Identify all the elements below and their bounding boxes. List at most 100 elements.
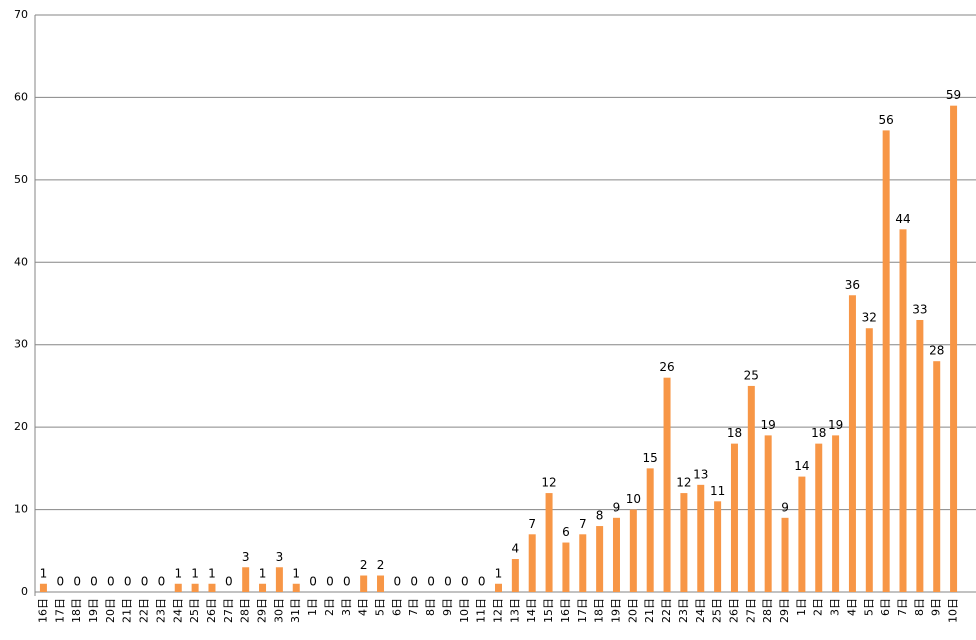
x-tick-label: 10日 xyxy=(947,598,960,623)
x-tick-label: 13日 xyxy=(508,598,521,623)
x-tick-label: 18日 xyxy=(70,598,83,623)
value-label: 0 xyxy=(394,575,402,589)
value-label: 32 xyxy=(862,311,877,325)
value-label: 2 xyxy=(360,558,368,572)
x-tick-label: 28日 xyxy=(761,598,774,623)
bar xyxy=(174,583,182,592)
x-tick-label: 28日 xyxy=(239,598,252,623)
x-tick-label: 29日 xyxy=(256,598,269,623)
value-label: 0 xyxy=(326,575,334,589)
value-label: 1 xyxy=(40,566,48,580)
value-label: 12 xyxy=(541,476,556,490)
bar xyxy=(916,319,924,592)
bar xyxy=(781,517,789,592)
value-label: 56 xyxy=(879,113,894,127)
value-label: 0 xyxy=(225,575,233,589)
x-tick-label: 9日 xyxy=(930,598,943,616)
value-label: 15 xyxy=(643,451,658,465)
x-tick-label: 7日 xyxy=(896,598,909,616)
bar xyxy=(562,542,570,592)
y-tick-label: 0 xyxy=(21,585,28,598)
value-label: 0 xyxy=(124,575,132,589)
value-label: 19 xyxy=(761,418,776,432)
x-tick-label: 27日 xyxy=(222,598,235,623)
bar xyxy=(275,567,283,592)
y-tick-label: 50 xyxy=(14,173,28,186)
value-label: 28 xyxy=(929,344,944,358)
x-tick-label: 5日 xyxy=(862,598,875,616)
value-label: 0 xyxy=(478,575,486,589)
value-label: 18 xyxy=(811,426,826,440)
x-tick-label: 21日 xyxy=(121,598,134,623)
bar xyxy=(360,575,368,592)
bar xyxy=(629,509,637,592)
bar xyxy=(596,526,604,592)
x-tick-label: 21日 xyxy=(643,598,656,623)
x-tick-label: 17日 xyxy=(53,598,66,623)
value-label: 18 xyxy=(727,426,742,440)
bar xyxy=(663,377,671,592)
bar xyxy=(39,583,47,592)
x-tick-label: 23日 xyxy=(154,598,167,623)
value-label: 11 xyxy=(710,484,725,498)
value-label: 1 xyxy=(495,566,503,580)
value-label: 6 xyxy=(562,525,570,539)
value-label: 13 xyxy=(693,467,708,481)
x-tick-label: 20日 xyxy=(626,598,639,623)
bar xyxy=(191,583,199,592)
x-tick-label: 6日 xyxy=(879,598,892,616)
y-tick-label: 30 xyxy=(14,338,28,351)
bar xyxy=(815,443,823,592)
x-tick-label: 10日 xyxy=(458,598,471,623)
x-tick-label: 8日 xyxy=(424,598,437,616)
bar xyxy=(730,443,738,592)
value-label: 1 xyxy=(174,566,182,580)
value-label: 4 xyxy=(512,542,520,556)
y-tick-label: 60 xyxy=(14,90,28,103)
bar xyxy=(950,105,958,593)
x-tick-label: 2日 xyxy=(812,598,825,616)
x-tick-label: 19日 xyxy=(609,598,622,623)
x-tick-label: 3日 xyxy=(340,598,353,616)
x-tick-label: 27日 xyxy=(744,598,757,623)
x-tick-label: 29日 xyxy=(778,598,791,623)
bar xyxy=(292,583,300,592)
value-label: 9 xyxy=(613,500,621,514)
x-tick-label: 19日 xyxy=(87,598,100,623)
value-label: 0 xyxy=(56,575,64,589)
value-label: 25 xyxy=(744,368,759,382)
bar xyxy=(511,559,519,592)
y-tick-label: 10 xyxy=(14,503,28,516)
value-label: 0 xyxy=(107,575,115,589)
bar xyxy=(865,328,873,592)
x-tick-label: 8日 xyxy=(913,598,926,616)
value-label: 0 xyxy=(90,575,98,589)
x-tick-label: 24日 xyxy=(171,598,184,623)
value-label: 59 xyxy=(946,88,961,102)
value-label: 0 xyxy=(444,575,452,589)
bar xyxy=(495,583,502,592)
x-tick-label: 5日 xyxy=(374,598,387,616)
value-label: 33 xyxy=(912,302,927,316)
value-label: 12 xyxy=(676,476,691,490)
bar xyxy=(747,385,755,592)
value-label: 7 xyxy=(579,517,587,531)
bar xyxy=(579,534,587,592)
value-label: 8 xyxy=(596,509,604,523)
value-label: 0 xyxy=(410,575,418,589)
x-tick-label: 22日 xyxy=(660,598,673,623)
bar xyxy=(764,435,772,592)
value-label: 0 xyxy=(343,575,351,589)
value-label: 1 xyxy=(259,566,267,580)
bar xyxy=(933,361,941,592)
bar xyxy=(528,534,536,592)
bar xyxy=(848,295,856,592)
x-tick-label: 26日 xyxy=(727,598,740,623)
value-label: 26 xyxy=(659,360,674,374)
bar xyxy=(680,493,688,592)
x-tick-label: 31日 xyxy=(289,598,302,623)
x-tick-label: 20日 xyxy=(104,598,117,623)
x-tick-label: 6日 xyxy=(390,598,403,616)
x-tick-label: 17日 xyxy=(576,598,589,623)
